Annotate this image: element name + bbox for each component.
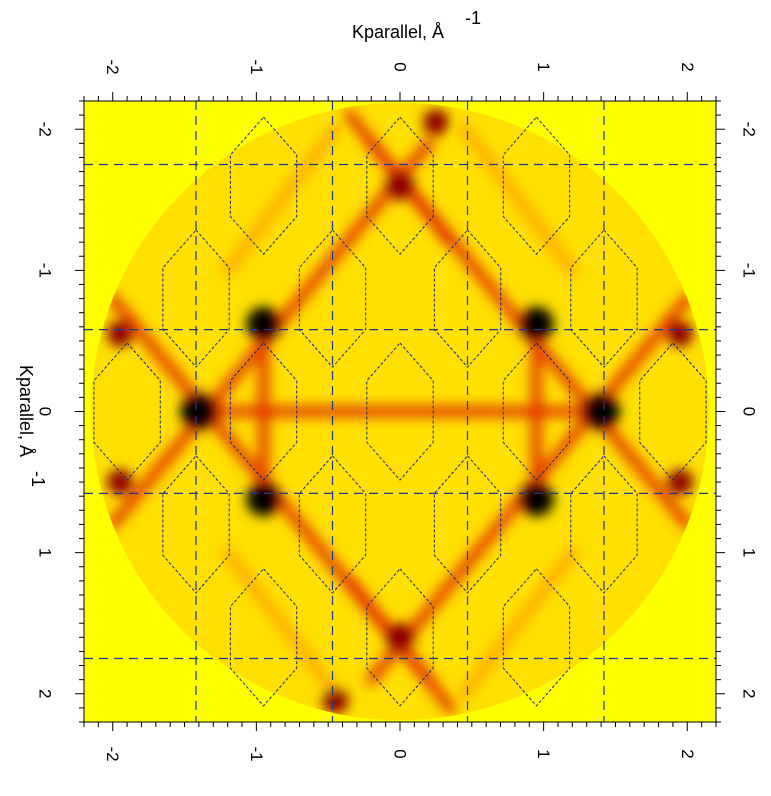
brillouin-zone bbox=[366, 116, 434, 255]
intensity-hotspot bbox=[667, 320, 694, 347]
axis-ticks bbox=[75, 92, 725, 731]
dashed-grid bbox=[84, 101, 716, 722]
intensity-hotspot bbox=[667, 469, 694, 495]
y-tick-label-left: -2 bbox=[36, 122, 55, 137]
y-axis-title-text: Kparallel, Å bbox=[16, 365, 36, 457]
brillouin-zone bbox=[570, 229, 638, 368]
intensity-band bbox=[458, 546, 579, 700]
y-tick-label-left: 2 bbox=[36, 689, 55, 698]
brillouin-zone bbox=[162, 455, 230, 594]
tick-labels: -2 -2 -1 -1 0 0 1 1 2 2 -2 -2 -1 -1 0 0 1 1 2 2 bbox=[36, 59, 759, 761]
brillouin-zone bbox=[298, 455, 367, 594]
intensity-disk bbox=[91, 102, 709, 721]
brillouin-zone bbox=[229, 568, 298, 707]
brillouin-zone bbox=[502, 342, 571, 481]
y-axis-title: Kparallel, Å -1 bbox=[16, 365, 48, 487]
x-tick-label-top: -2 bbox=[103, 59, 122, 74]
intensity-hotspot bbox=[582, 392, 620, 431]
x-tick-label-bottom: 2 bbox=[678, 749, 697, 758]
brillouin-zone-layer bbox=[93, 116, 707, 707]
x-tick-label-bottom: 1 bbox=[534, 749, 553, 758]
brillouin-zone bbox=[570, 455, 638, 594]
brillouin-zone bbox=[229, 116, 298, 255]
intensity-band bbox=[458, 123, 579, 277]
y-tick-label-left: 0 bbox=[36, 407, 55, 416]
intensity-hotspot bbox=[246, 306, 281, 342]
brillouin-zone bbox=[298, 229, 367, 368]
plot-area bbox=[83, 100, 717, 723]
x-tick-label-bottom: -2 bbox=[103, 746, 122, 761]
x-tick-label-bottom: -1 bbox=[247, 746, 266, 761]
brillouin-zone bbox=[229, 342, 298, 481]
y-tick-label-right: 0 bbox=[740, 407, 759, 416]
brillouin-zone bbox=[366, 568, 434, 707]
y-tick-label-right: -2 bbox=[740, 122, 759, 137]
intensity-features bbox=[106, 109, 694, 714]
y-tick-label-left: -1 bbox=[36, 263, 55, 278]
x-tick-label-top: 2 bbox=[678, 62, 697, 71]
x-tick-label-top: 1 bbox=[534, 62, 553, 71]
brillouin-zone bbox=[162, 229, 230, 368]
y-tick-label-right: 1 bbox=[740, 548, 759, 557]
x-axis-title-text: Kparallel, Å bbox=[352, 22, 444, 42]
x-tick-label-top: -1 bbox=[247, 59, 266, 74]
y-tick-label-left: 1 bbox=[36, 548, 55, 557]
intensity-hotspot bbox=[322, 687, 349, 714]
intensity-hotspot bbox=[106, 469, 133, 495]
brillouin-zone bbox=[93, 342, 161, 481]
y-tick-label-right: 2 bbox=[740, 689, 759, 698]
brillouin-zone bbox=[433, 229, 502, 368]
x-tick-label-top: 0 bbox=[391, 62, 410, 71]
y-tick-label-right: -1 bbox=[740, 263, 759, 278]
intensity-band bbox=[221, 123, 342, 277]
intensity-hotspot bbox=[180, 392, 218, 431]
brillouin-zone bbox=[502, 116, 571, 255]
brillouin-zone bbox=[502, 568, 571, 707]
x-axis-title-exponent: -1 bbox=[465, 8, 481, 28]
intensity-hotspot bbox=[385, 171, 415, 201]
intensity-hotspot bbox=[422, 109, 449, 136]
brillouin-zone bbox=[639, 342, 707, 481]
brillouin-zone bbox=[433, 455, 502, 594]
x-axis-title: Kparallel, Å -1 bbox=[352, 8, 481, 42]
intensity-hotspot bbox=[385, 622, 415, 652]
intensity-layer bbox=[91, 102, 709, 721]
intensity-hotspot bbox=[246, 481, 281, 517]
intensity-hotspot bbox=[519, 481, 554, 517]
intensity-hotspot bbox=[106, 320, 133, 347]
intensity-band bbox=[221, 546, 342, 700]
brillouin-zone bbox=[366, 342, 434, 481]
intensity-hotspot bbox=[519, 306, 554, 342]
y-axis-title-exponent: -1 bbox=[28, 471, 48, 487]
x-tick-label-bottom: 0 bbox=[391, 749, 410, 758]
